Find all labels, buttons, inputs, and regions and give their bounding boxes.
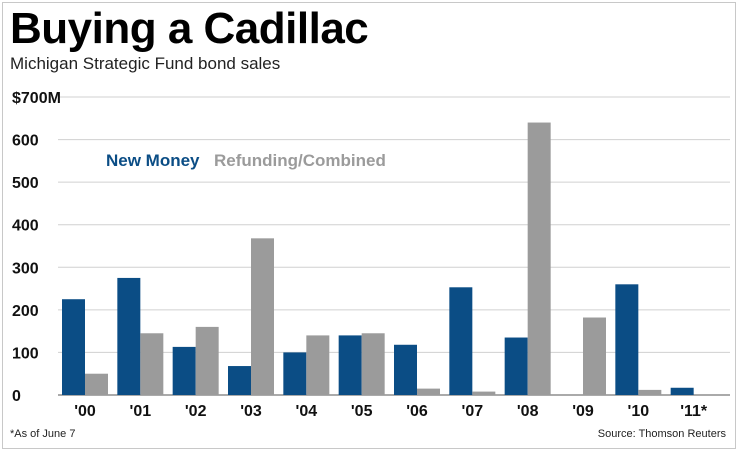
x-tick-label: '07 [462, 403, 484, 420]
y-tick-label: 100 [12, 345, 39, 362]
bar-refunding-2 [195, 326, 219, 395]
chart-title: Buying a Cadillac [10, 4, 369, 53]
y-tick-label: 200 [12, 303, 39, 320]
bar-new-money-3 [228, 366, 251, 395]
bar-new-money-6 [394, 344, 417, 395]
y-tick-label: 500 [12, 175, 39, 192]
chart-frame [2, 2, 736, 449]
x-tick-label: '06 [406, 403, 428, 420]
x-tick-label: '01 [130, 403, 152, 420]
bar-refunding-9 [583, 317, 606, 395]
x-axis-ticks: '00 '01 '02 '03 '04 '05 '06 '07 '08 '09 '10 '11* [74, 403, 708, 420]
x-tick-label: '08 [517, 403, 539, 420]
y-axis-ticks: 0 100 200 300 400 500 600 $700M [12, 90, 61, 405]
chart-subtitle: Michigan Strategic Fund bond sales [10, 54, 281, 73]
bar-new-money-7 [449, 287, 473, 395]
y-tick-label: $700M [12, 90, 61, 107]
x-tick-label: '09 [572, 403, 594, 420]
x-tick-label: '11* [680, 403, 708, 420]
grid-lines [58, 96, 730, 396]
bar-refunding-1 [140, 333, 164, 395]
source-credit: Source: Thomson Reuters [597, 428, 726, 440]
bars [62, 122, 694, 396]
bar-new-money-2 [172, 346, 196, 395]
bar-new-money-10 [615, 284, 639, 395]
bar-refunding-6 [417, 388, 440, 395]
x-tick-label: '02 [185, 403, 207, 420]
bar-new-money-11 [670, 387, 694, 395]
y-tick-label: 0 [12, 388, 21, 405]
bar-new-money-1 [117, 277, 141, 395]
bar-new-money-5 [338, 335, 362, 395]
bar-new-money-8 [504, 337, 528, 395]
x-tick-label: '00 [74, 403, 96, 420]
legend: New Money Refunding/Combined [106, 151, 386, 170]
x-tick-label: '03 [240, 403, 262, 420]
bar-refunding-10 [638, 389, 662, 395]
legend-new-money: New Money [106, 151, 200, 170]
y-tick-label: 400 [12, 218, 39, 235]
bar-refunding-0 [85, 373, 108, 395]
footnote: *As of June 7 [10, 428, 76, 440]
bar-refunding-8 [527, 122, 551, 396]
legend-refunding-combined: Refunding/Combined [214, 151, 386, 170]
bar-refunding-5 [361, 333, 385, 395]
bar-new-money-0 [62, 299, 85, 395]
bar-new-money-4 [283, 352, 307, 395]
bar-refunding-4 [306, 335, 330, 395]
bar-refunding-7 [472, 391, 496, 395]
y-tick-label: 600 [12, 133, 39, 150]
x-tick-label: '10 [628, 403, 650, 420]
y-tick-label: 300 [12, 260, 39, 277]
bar-refunding-3 [251, 238, 274, 395]
x-tick-label: '04 [296, 403, 318, 420]
x-tick-label: '05 [351, 403, 373, 420]
